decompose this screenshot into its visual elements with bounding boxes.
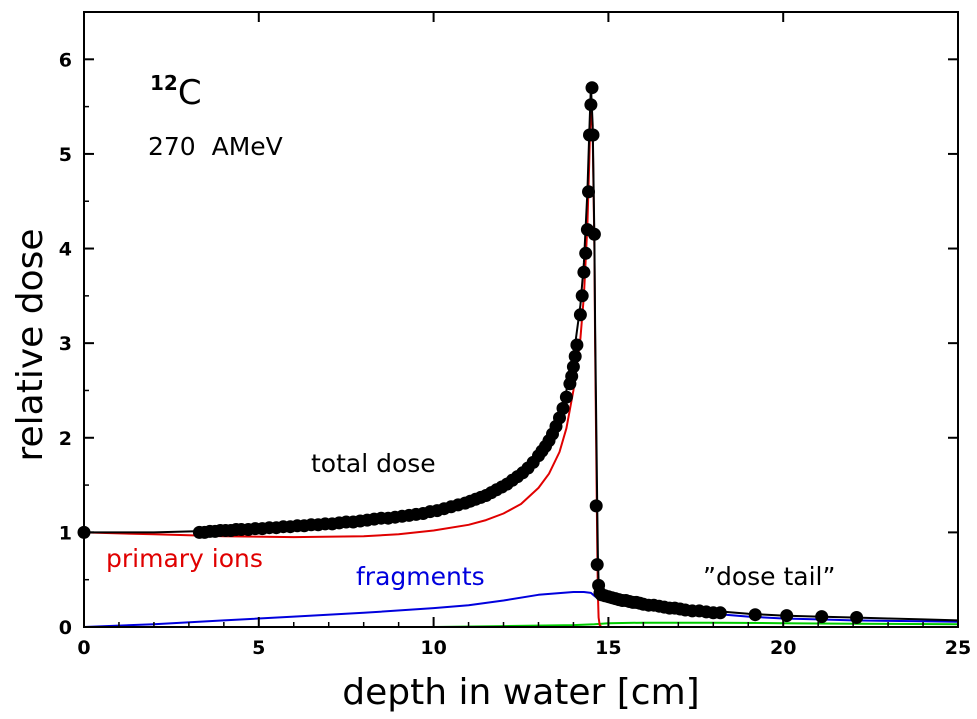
energy-label: 270 AMeV [148, 132, 283, 161]
x-axis-title: depth in water [cm] [342, 672, 699, 713]
measured-point [570, 338, 584, 352]
y-tick-label: 3 [59, 333, 72, 355]
isotope-label: 12C [150, 71, 202, 113]
measured-point [713, 606, 727, 620]
measured-points [77, 81, 864, 624]
measured-point [573, 308, 587, 322]
x-tick-label: 25 [945, 637, 971, 659]
total-curve [84, 84, 959, 622]
y-tick-label: 4 [59, 239, 72, 261]
y-tick-label: 5 [59, 144, 72, 166]
measured-point [556, 401, 570, 415]
plot-frame [83, 11, 959, 628]
primary-ions-label: primary ions [106, 544, 263, 573]
measured-point [568, 349, 582, 363]
measured-point [587, 227, 601, 241]
measured-point [575, 289, 589, 303]
measured-point [577, 265, 591, 279]
measured-point [589, 499, 603, 513]
x-tick-label: 20 [770, 637, 796, 659]
measured-point [780, 609, 794, 623]
dose-tail-label: ”dose tail” [703, 562, 835, 591]
measured-point [748, 608, 762, 622]
y-tick-label: 6 [59, 49, 72, 71]
measured-point [566, 360, 580, 374]
measured-point [590, 558, 604, 572]
y-tick-label: 1 [59, 522, 72, 544]
x-tick-label: 15 [595, 637, 621, 659]
x-tick-label: 0 [77, 637, 90, 659]
measured-point [582, 185, 595, 199]
measured-point [585, 81, 599, 95]
isotope-mass-number: 12 [150, 71, 178, 95]
measured-point [586, 128, 600, 142]
fragments-curve [83, 591, 959, 628]
total-dose-label: total dose [311, 449, 436, 478]
measured-point [584, 98, 598, 112]
y-tick-label: 0 [59, 617, 72, 639]
x-tick-label: 10 [420, 637, 446, 659]
measured-point [850, 611, 864, 624]
x-tick-label: 5 [252, 637, 265, 659]
isotope-symbol: C [178, 73, 202, 113]
fragments-label: fragments [356, 562, 485, 591]
y-tick-label: 2 [59, 428, 72, 450]
measured-point [559, 390, 573, 404]
measured-point [579, 246, 593, 260]
measured-point [815, 610, 829, 624]
y-axis-title: relative dose [10, 228, 51, 461]
